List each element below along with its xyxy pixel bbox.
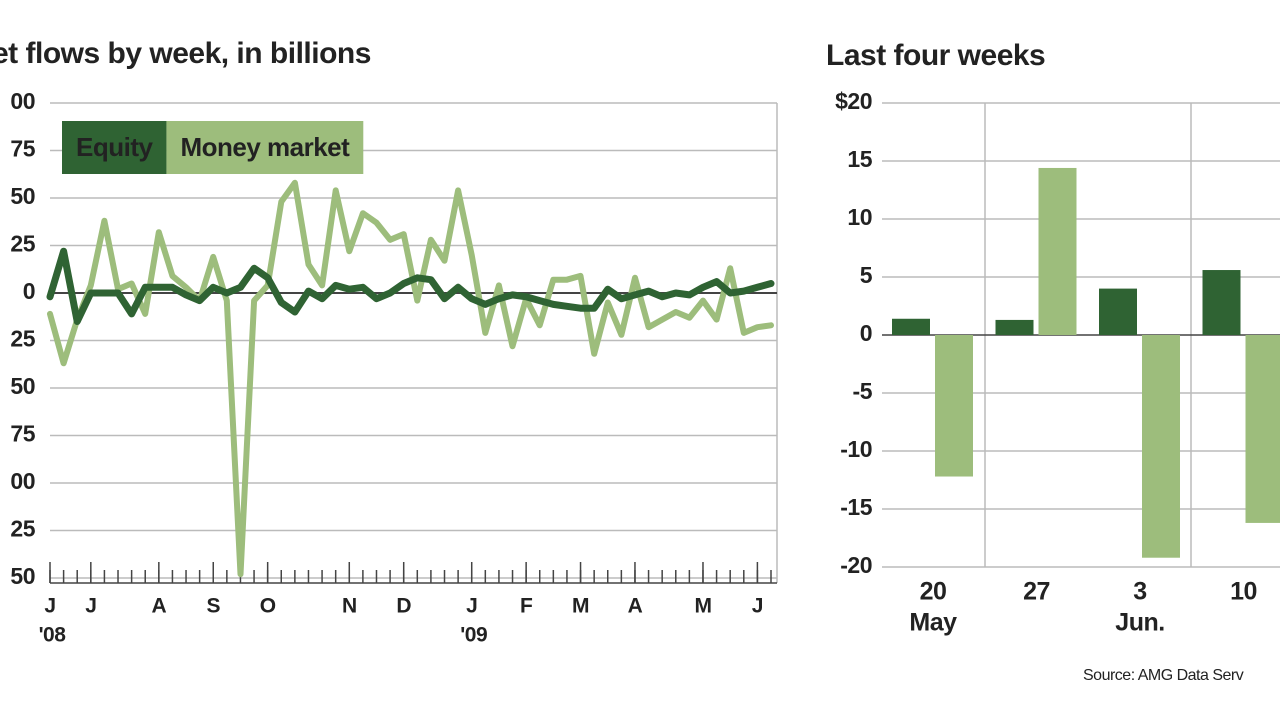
y-tick-label: 25 xyxy=(10,231,35,257)
y-tick-label: 10 xyxy=(847,204,872,230)
y-tick-label: 50 xyxy=(10,563,35,589)
bar xyxy=(1038,167,1077,335)
y-tick-label: 5 xyxy=(860,262,873,288)
y-tick-label: -15 xyxy=(840,494,872,520)
x-tick-label: O xyxy=(260,595,276,618)
x-tick-label: 27 xyxy=(1023,578,1050,606)
y-tick-label: 0 xyxy=(860,320,872,346)
x-tick-label: M xyxy=(694,595,711,618)
y-tick-label: 75 xyxy=(10,421,35,447)
y-tick-label: 50 xyxy=(10,373,35,399)
series-line xyxy=(46,247,775,325)
y-tick-label: 25 xyxy=(10,516,35,542)
bar xyxy=(995,319,1034,335)
y-tick-label: 50 xyxy=(10,183,35,209)
y-tick-label: -10 xyxy=(840,436,872,462)
x-tick-label: 20 xyxy=(920,578,947,606)
y-tick-label: 25 xyxy=(10,326,35,352)
source-note: Source: AMG Data Serv xyxy=(1083,667,1244,684)
x-tick-label: A xyxy=(628,595,643,618)
bar xyxy=(892,318,930,335)
month-label: Jun. xyxy=(1115,609,1164,637)
chart-title: et flows by week, in billions xyxy=(0,37,371,70)
x-tick-label: A xyxy=(151,595,166,618)
y-tick-label: 15 xyxy=(847,146,872,172)
x-tick-label: J xyxy=(44,595,55,618)
month-label: May xyxy=(909,609,957,637)
year-label: '08 xyxy=(39,624,67,647)
bar xyxy=(1202,270,1241,335)
y-tick-label: $20 xyxy=(835,88,872,114)
x-tick-label: J xyxy=(466,595,477,618)
x-tick-label: J xyxy=(752,595,763,618)
year-label: '09 xyxy=(460,624,487,647)
x-tick-label: 10 xyxy=(1230,578,1257,606)
y-tick-label: -20 xyxy=(840,552,872,578)
x-tick-label: N xyxy=(342,595,357,618)
x-tick-label: S xyxy=(206,595,220,618)
x-tick-label: F xyxy=(520,595,533,618)
y-tick-label: 75 xyxy=(10,136,35,162)
y-tick-label: 00 xyxy=(10,468,35,494)
bar xyxy=(1142,335,1180,558)
x-tick-label: 3 xyxy=(1133,578,1146,606)
legend-swatch xyxy=(62,121,167,174)
y-tick-label: -5 xyxy=(853,378,873,404)
bar xyxy=(935,335,973,477)
series-line xyxy=(47,179,774,578)
y-tick-label: 0 xyxy=(23,278,35,304)
x-tick-label: M xyxy=(572,595,589,618)
x-tick-label: J xyxy=(85,595,96,618)
y-tick-label: 00 xyxy=(10,88,35,114)
bar xyxy=(1099,288,1137,335)
legend-swatch xyxy=(166,121,364,174)
legend-label: Equity xyxy=(76,132,153,162)
x-tick-label: D xyxy=(396,595,411,618)
bar xyxy=(1245,335,1280,523)
legend-label: Money market xyxy=(180,132,350,162)
chart-title: Last four weeks xyxy=(826,39,1045,72)
